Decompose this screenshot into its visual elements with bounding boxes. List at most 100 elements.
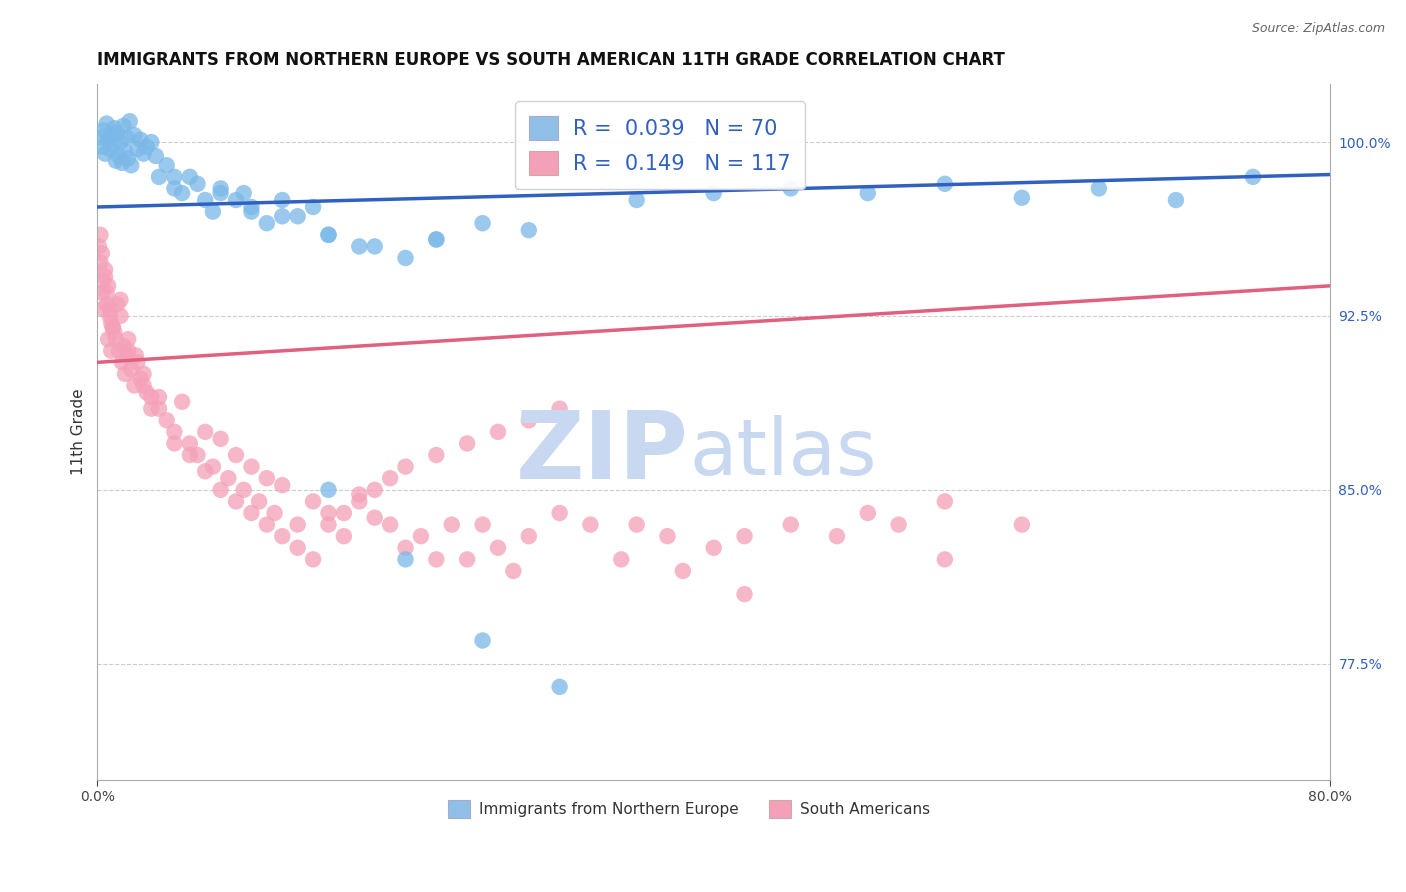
Point: [148, 390, 170, 404]
Point: [135, 385, 157, 400]
Point: [156, 158, 179, 172]
Point: [217, 471, 239, 485]
Point: [856, 506, 879, 520]
Point: [186, 177, 208, 191]
Point: [145, 149, 167, 163]
Point: [349, 494, 371, 508]
Point: [1011, 191, 1033, 205]
Point: [333, 506, 356, 520]
Point: [114, 145, 136, 159]
Point: [271, 529, 294, 543]
Point: [163, 169, 186, 184]
Point: [333, 529, 356, 543]
Point: [856, 186, 879, 200]
Point: [209, 181, 232, 195]
Point: [101, 137, 124, 152]
Point: [179, 448, 201, 462]
Point: [263, 506, 285, 520]
Point: [135, 139, 157, 153]
Point: [179, 436, 201, 450]
Point: [96, 116, 118, 130]
Point: [105, 126, 128, 140]
Point: [256, 471, 278, 485]
Point: [96, 297, 118, 311]
Point: [271, 193, 294, 207]
Point: [486, 425, 509, 439]
Point: [209, 432, 232, 446]
Text: atlas: atlas: [689, 415, 876, 491]
Point: [110, 135, 132, 149]
Point: [318, 483, 340, 497]
Point: [887, 517, 910, 532]
Point: [934, 177, 956, 191]
Point: [394, 459, 416, 474]
Point: [100, 316, 122, 330]
Point: [111, 355, 134, 369]
Point: [163, 425, 186, 439]
Point: [1241, 169, 1264, 184]
Point: [672, 564, 695, 578]
Point: [186, 448, 208, 462]
Point: [98, 142, 121, 156]
Point: [247, 494, 270, 508]
Point: [256, 216, 278, 230]
Point: [287, 517, 309, 532]
Point: [318, 506, 340, 520]
Point: [117, 151, 139, 165]
Point: [89, 227, 111, 242]
Point: [225, 494, 247, 508]
Point: [626, 193, 648, 207]
Point: [163, 436, 186, 450]
Point: [93, 123, 115, 137]
Point: [378, 471, 401, 485]
Point: [112, 119, 135, 133]
Point: [89, 130, 111, 145]
Point: [98, 301, 121, 316]
Point: [225, 193, 247, 207]
Point: [104, 332, 127, 346]
Point: [486, 541, 509, 555]
Point: [394, 552, 416, 566]
Point: [1164, 193, 1187, 207]
Point: [194, 425, 217, 439]
Point: [120, 158, 142, 172]
Point: [93, 301, 115, 316]
Point: [456, 552, 478, 566]
Point: [172, 186, 194, 200]
Point: [98, 309, 121, 323]
Point: [110, 309, 132, 323]
Point: [779, 181, 801, 195]
Point: [148, 169, 170, 184]
Point: [425, 232, 447, 246]
Point: [91, 285, 114, 300]
Point: [440, 517, 463, 532]
Point: [179, 169, 201, 184]
Point: [127, 142, 149, 156]
Point: [118, 114, 141, 128]
Point: [209, 186, 232, 200]
Point: [108, 343, 131, 358]
Point: [318, 227, 340, 242]
Point: [141, 401, 163, 416]
Point: [100, 128, 122, 142]
Point: [209, 483, 232, 497]
Point: [132, 146, 155, 161]
Point: [240, 506, 263, 520]
Point: [94, 269, 117, 284]
Point: [232, 483, 254, 497]
Point: [129, 133, 152, 147]
Point: [471, 517, 494, 532]
Point: [156, 413, 179, 427]
Point: [287, 541, 309, 555]
Point: [93, 274, 115, 288]
Point: [120, 362, 142, 376]
Point: [94, 146, 117, 161]
Point: [734, 587, 756, 601]
Point: [548, 506, 571, 520]
Point: [548, 401, 571, 416]
Point: [87, 239, 110, 253]
Point: [124, 378, 146, 392]
Point: [626, 517, 648, 532]
Point: [194, 464, 217, 478]
Point: [1011, 517, 1033, 532]
